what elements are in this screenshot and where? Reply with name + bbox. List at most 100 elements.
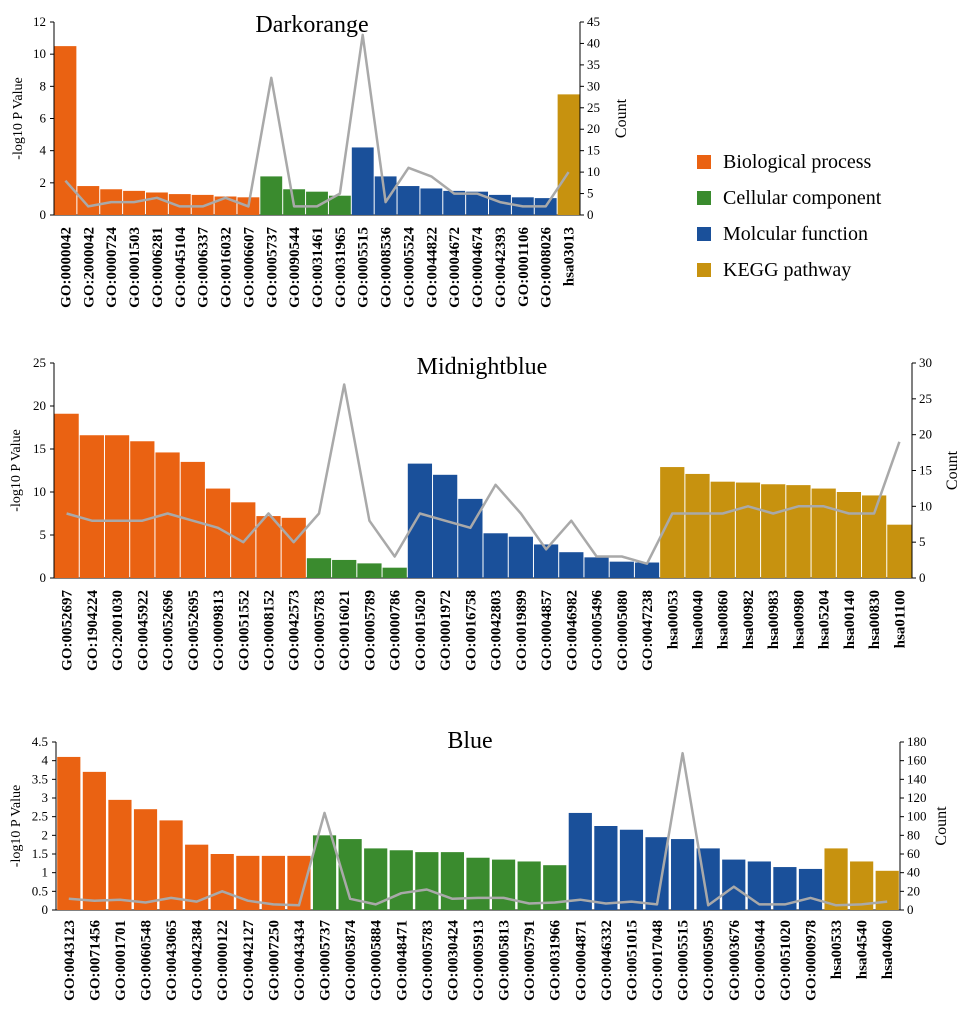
y2-tick-label: 0 bbox=[919, 570, 926, 585]
x-tick-label: GO:0042384 bbox=[190, 920, 206, 1001]
bar bbox=[185, 844, 209, 910]
x-tick-label: GO:0042573 bbox=[287, 590, 303, 671]
y2-axis-label: Count bbox=[933, 806, 950, 846]
legend-label: Cellular component bbox=[723, 187, 882, 209]
count-line bbox=[64, 33, 570, 208]
y-tick-label: 2 bbox=[40, 175, 47, 190]
chart-title: Blue bbox=[447, 728, 492, 754]
x-tick-label: GO:0051552 bbox=[236, 590, 252, 671]
x-tick-label: GO:0005044 bbox=[752, 920, 768, 1001]
x-tick-label: hsa00982 bbox=[741, 590, 757, 649]
bar bbox=[145, 192, 168, 215]
x-tick-label: GO:0003676 bbox=[727, 920, 743, 1001]
x-tick-label: GO:0004674 bbox=[470, 227, 486, 308]
bar bbox=[382, 567, 407, 578]
y-tick-label: 2 bbox=[42, 827, 49, 842]
bar bbox=[433, 474, 458, 578]
bar bbox=[710, 481, 735, 578]
legend-swatch bbox=[697, 191, 711, 205]
x-tick-label: GO:0001972 bbox=[438, 590, 454, 671]
bar bbox=[77, 186, 100, 215]
y2-tick-label: 40 bbox=[907, 865, 920, 880]
x-tick-label: hsa00533 bbox=[829, 920, 845, 979]
x-tick-label: GO:0005080 bbox=[615, 590, 631, 671]
x-tick-label: GO:1904224 bbox=[85, 590, 101, 671]
count-line bbox=[68, 751, 888, 907]
y2-tick-label: 15 bbox=[919, 463, 932, 478]
bar bbox=[159, 820, 183, 910]
y2-tick-label: 100 bbox=[907, 809, 927, 824]
y-tick-label: 10 bbox=[33, 46, 46, 61]
x-tick-label: hsa05204 bbox=[817, 590, 833, 650]
bar bbox=[875, 870, 899, 910]
x-tick-label: GO:0004857 bbox=[539, 590, 555, 671]
bar bbox=[584, 557, 609, 578]
x-tick-label: GO:0046332 bbox=[599, 920, 615, 1001]
bar bbox=[466, 191, 489, 215]
bar bbox=[568, 812, 592, 910]
x-tick-label: GO:0005737 bbox=[264, 227, 280, 308]
x-tick-label: GO:0000122 bbox=[215, 920, 231, 1001]
bar bbox=[483, 533, 508, 578]
x-tick-label: GO:0001106 bbox=[516, 227, 532, 308]
x-tick-label: GO:0046982 bbox=[564, 590, 580, 671]
chart-panel-darkorange: Darkorange 0 2 4 6 8 10 12 0 5 10 15 20 25 30 35 40 45 -l… bbox=[11, 12, 630, 308]
bar bbox=[54, 413, 79, 578]
x-tick-label: GO:0030424 bbox=[445, 920, 461, 1001]
y-tick-label: 20 bbox=[33, 398, 46, 413]
x-tick-label: GO:0000724 bbox=[104, 227, 120, 308]
x-tick-label: GO:0005515 bbox=[356, 227, 372, 308]
y2-tick-label: 5 bbox=[587, 186, 594, 201]
x-tick-label: GO:0004871 bbox=[573, 920, 589, 1001]
y2-axis-label: Count bbox=[944, 450, 961, 490]
y-tick-label: 0 bbox=[40, 207, 47, 222]
y2-tick-label: 10 bbox=[919, 498, 932, 513]
bar bbox=[761, 484, 786, 578]
x-tick-label: GO:0052697 bbox=[60, 590, 76, 671]
x-tick-label: GO:0060548 bbox=[139, 920, 155, 1001]
y-tick-label: 4 bbox=[42, 753, 49, 768]
x-tick-label: hsa00983 bbox=[766, 590, 782, 649]
bar bbox=[104, 435, 130, 578]
x-tick-label: GO:0001701 bbox=[113, 920, 129, 1001]
bar bbox=[609, 561, 634, 578]
y-tick-label: 3.5 bbox=[32, 771, 48, 786]
bar bbox=[306, 558, 332, 578]
legend-label: Biological process bbox=[723, 151, 872, 173]
y-tick-label: 1 bbox=[42, 865, 49, 880]
bar bbox=[210, 854, 234, 910]
bar bbox=[312, 835, 337, 910]
bar bbox=[130, 441, 155, 578]
legend-swatch bbox=[697, 227, 711, 241]
x-tick-label: GO:0043123 bbox=[62, 920, 78, 1001]
legend: Biological process Cellular component Molc… bbox=[697, 151, 882, 281]
y-tick-label: 10 bbox=[33, 484, 46, 499]
y-tick-label: 2.5 bbox=[32, 809, 48, 824]
x-tick-label: GO:0008026 bbox=[539, 227, 555, 308]
bar bbox=[54, 46, 77, 215]
bar bbox=[466, 857, 490, 910]
bar bbox=[634, 562, 660, 578]
x-tick-label: GO:0001503 bbox=[127, 227, 143, 308]
y-axis-label: -log10 P Value bbox=[11, 77, 26, 159]
x-tick-label: GO:0005913 bbox=[471, 920, 487, 1001]
bar bbox=[747, 861, 771, 910]
bar bbox=[671, 839, 695, 910]
y2-tick-label: 160 bbox=[907, 753, 927, 768]
y-tick-label: 5 bbox=[40, 527, 47, 542]
bar bbox=[357, 563, 382, 578]
y2-tick-label: 20 bbox=[587, 121, 600, 136]
y2-tick-label: 0 bbox=[907, 902, 914, 917]
bar bbox=[281, 517, 306, 578]
x-tick-label: GO:0047238 bbox=[640, 590, 656, 671]
y2-tick-label: 40 bbox=[587, 35, 600, 50]
x-tick-label: GO:0005095 bbox=[701, 920, 717, 1001]
chart-title: Darkorange bbox=[255, 12, 368, 38]
x-tick-label: GO:0006337 bbox=[196, 227, 212, 308]
bar bbox=[594, 826, 618, 910]
bar bbox=[645, 837, 669, 910]
y2-tick-label: 30 bbox=[919, 355, 932, 370]
y-tick-label: 8 bbox=[40, 78, 47, 93]
bar bbox=[214, 196, 237, 215]
